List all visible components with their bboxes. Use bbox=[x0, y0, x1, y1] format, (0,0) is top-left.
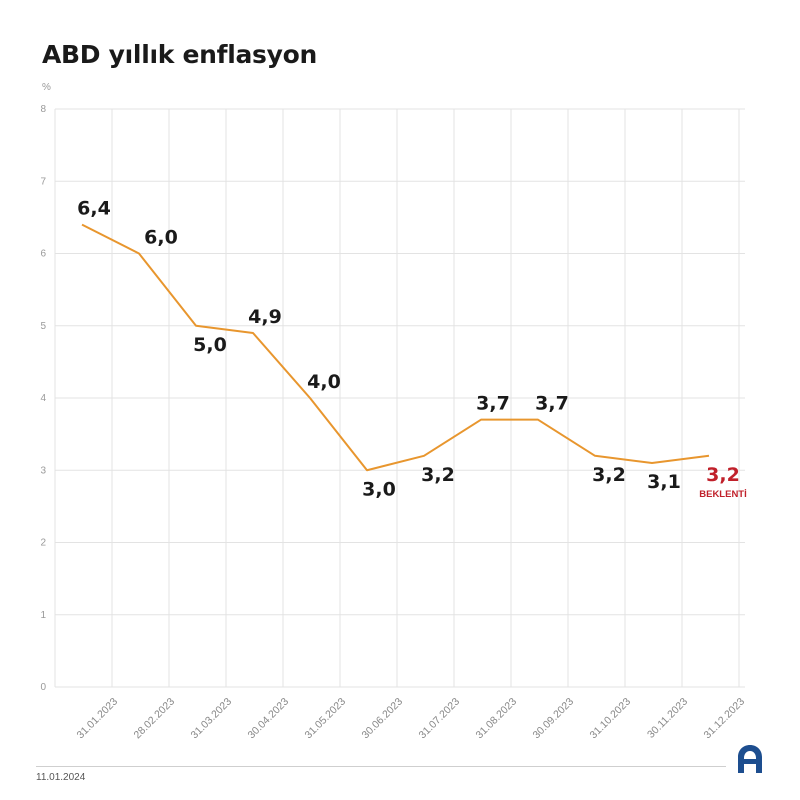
x-tick-label: 31.10.2023 bbox=[587, 696, 633, 742]
x-tick-label: 31.01.2023 bbox=[74, 696, 120, 742]
x-tick-label: 31.12.2023 bbox=[701, 696, 747, 742]
aa-logo-icon: AA bbox=[738, 745, 762, 773]
data-label: 3,2 bbox=[421, 464, 455, 486]
data-label: 3,7 bbox=[476, 393, 510, 415]
y-tick-label: 1 bbox=[40, 610, 46, 621]
data-label: 5,0 bbox=[193, 334, 227, 356]
x-tick-label: 31.05.2023 bbox=[302, 696, 348, 742]
data-label: 3,7 bbox=[535, 393, 569, 415]
data-label: 4,9 bbox=[248, 306, 282, 328]
x-tick-label: 30.04.2023 bbox=[245, 696, 291, 742]
x-tick-label: 31.03.2023 bbox=[188, 696, 234, 742]
data-label: 4,0 bbox=[307, 371, 341, 393]
x-tick-label: 30.11.2023 bbox=[645, 696, 690, 741]
publish-date: 11.01.2024 bbox=[36, 772, 86, 783]
y-tick-label: 5 bbox=[40, 321, 46, 332]
data-label: 3,2 bbox=[592, 464, 626, 486]
data-label: 6,0 bbox=[144, 227, 178, 249]
x-tick-label: 31.07.2023 bbox=[416, 696, 462, 742]
x-tick-label: 28.02.2023 bbox=[131, 696, 177, 742]
series-line bbox=[81, 223, 710, 472]
x-tick-label: 30.09.2023 bbox=[530, 696, 576, 742]
data-label: 6,4 bbox=[77, 198, 111, 220]
y-unit-label: % bbox=[42, 82, 51, 93]
y-tick-label: 8 bbox=[40, 104, 46, 115]
footer-divider bbox=[36, 766, 726, 767]
y-tick-label: 3 bbox=[40, 465, 46, 476]
annotation-label: BEKLENTİ bbox=[699, 489, 747, 500]
y-tick-label: 6 bbox=[40, 249, 46, 260]
y-tick-label: 4 bbox=[40, 393, 46, 404]
x-tick-label: 30.06.2023 bbox=[359, 696, 405, 742]
y-tick-label: 0 bbox=[40, 682, 46, 693]
y-tick-label: 2 bbox=[40, 538, 46, 549]
data-label: 3,0 bbox=[362, 478, 396, 500]
data-label: 3,1 bbox=[647, 471, 681, 493]
y-tick-label: 7 bbox=[40, 176, 46, 187]
data-label: 3,2 bbox=[706, 464, 740, 486]
chart-title: ABD yıllık enflasyon bbox=[42, 40, 317, 69]
x-tick-label: 31.08.2023 bbox=[473, 696, 519, 742]
